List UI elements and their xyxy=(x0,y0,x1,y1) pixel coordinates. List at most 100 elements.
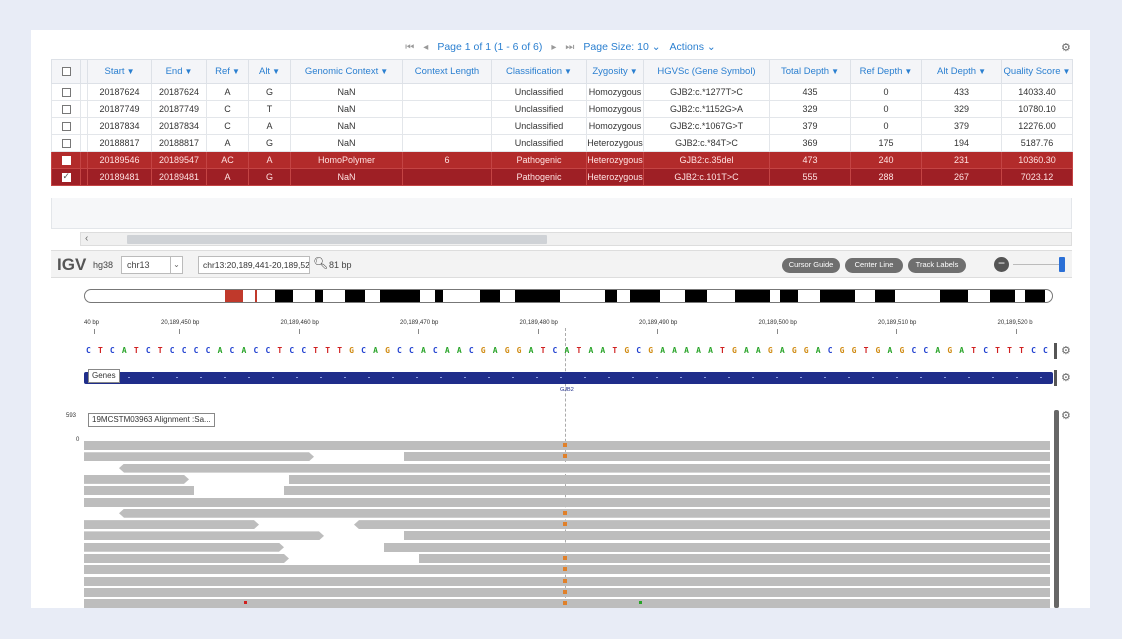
center-line-button[interactable]: Center Line xyxy=(845,258,903,273)
ideogram-band xyxy=(990,290,1015,302)
ruler-tick xyxy=(776,329,778,334)
search-icon[interactable]: 🔍︎ xyxy=(313,256,329,270)
gear-icon[interactable]: ⚙ xyxy=(1061,410,1071,422)
strand-marker xyxy=(536,377,538,378)
row-checkbox-cell[interactable] xyxy=(51,83,81,101)
table-cell: 20187834 xyxy=(87,117,152,135)
row-checkbox-cell[interactable] xyxy=(51,100,81,118)
row-checkbox[interactable] xyxy=(61,139,71,149)
table-row[interactable]: 20188817 20188817 A G NaN Unclassified Heteroz… xyxy=(51,134,1073,152)
aligned-read xyxy=(404,452,1050,462)
gene-name-label: GJB2 xyxy=(560,387,574,393)
gear-icon[interactable]: ⚙ xyxy=(1061,372,1071,384)
track-labels-button[interactable]: Track Labels xyxy=(908,258,966,273)
row-checkbox[interactable] xyxy=(61,105,71,115)
aligned-read xyxy=(384,542,1050,552)
alignment-track[interactable] xyxy=(84,410,1053,608)
gear-icon[interactable]: ⚙ xyxy=(1061,345,1071,357)
table-cell: G xyxy=(248,134,291,152)
scroll-left-icon[interactable]: ‹ xyxy=(85,233,89,244)
actions-menu[interactable]: ⚙ Actions ⌄ xyxy=(670,41,1071,54)
row-checkbox-cell[interactable] xyxy=(51,117,81,135)
table-cell: Pathogenic xyxy=(491,151,587,169)
alignment-scrollbar[interactable] xyxy=(1054,410,1059,608)
col-header-ref-depth[interactable]: Ref Depth ▼ xyxy=(850,59,922,84)
col-header-classification[interactable]: Classification ▼ xyxy=(491,59,587,84)
strand-marker xyxy=(632,377,634,378)
row-checkbox-cell[interactable] xyxy=(51,151,81,169)
zoom-slider-track[interactable] xyxy=(1013,264,1059,265)
scrollbar-thumb[interactable] xyxy=(127,235,547,244)
ideogram-band xyxy=(685,290,707,302)
row-checkbox[interactable] xyxy=(61,122,71,132)
col-header-context-length[interactable]: Context Length xyxy=(402,59,492,84)
table-cell xyxy=(402,83,492,101)
row-checkbox[interactable] xyxy=(61,88,71,98)
table-row[interactable]: 20187749 20187749 C T NaN Unclassified Homozyg… xyxy=(51,100,1073,118)
zoom-slider-thumb[interactable] xyxy=(1059,257,1065,272)
table-row[interactable]: 20189546 20189547 AC A HomoPolymer 6 Pathogeni… xyxy=(51,151,1073,169)
strand-marker xyxy=(224,377,226,378)
col-header-ref[interactable]: Ref ▼ xyxy=(206,59,249,84)
filter-icon: ▼ xyxy=(272,67,280,76)
chromosome-ideogram[interactable] xyxy=(84,289,1053,303)
locus-input[interactable]: chr13:20,189,441-20,189,521 xyxy=(198,256,310,274)
sequence-base: C xyxy=(86,346,91,355)
col-header-total-depth[interactable]: Total Depth ▼ xyxy=(769,59,851,84)
prev-page-button[interactable]: ◂ xyxy=(423,41,429,53)
col-header-genomic-context[interactable]: Genomic Context ▼ xyxy=(290,59,403,84)
horizontal-scrollbar[interactable]: ‹ xyxy=(80,232,1072,246)
gene-track-bar[interactable] xyxy=(84,372,1053,384)
col-header-hgvsc[interactable]: HGVSc (Gene Symbol) xyxy=(643,59,770,84)
table-row[interactable]: 20187624 20187624 A G NaN Unclassified Homozyg… xyxy=(51,83,1073,101)
sequence-base: A xyxy=(708,346,713,355)
col-header-zygosity[interactable]: Zygosity ▼ xyxy=(586,59,644,84)
table-cell: Homozygous xyxy=(586,83,644,101)
variant-base-marker xyxy=(563,510,567,515)
ideogram-band xyxy=(940,290,968,302)
sequence-base: T xyxy=(1007,346,1012,355)
aligned-read xyxy=(404,531,1050,541)
page-size-select[interactable]: Page Size: 10 ⌄ xyxy=(583,41,661,53)
filter-icon: ▼ xyxy=(1062,67,1071,76)
aligned-read xyxy=(84,576,1050,586)
row-checkbox[interactable] xyxy=(61,156,71,166)
sequence-base: A xyxy=(420,346,426,355)
strand-marker xyxy=(1016,377,1018,378)
table-cell: 379 xyxy=(769,117,851,135)
strand-marker xyxy=(176,377,178,378)
col-header-end[interactable]: End ▼ xyxy=(151,59,207,84)
row-checkbox-cell[interactable] xyxy=(51,168,81,186)
row-checkbox-cell[interactable] xyxy=(51,134,81,152)
table-cell: A xyxy=(248,151,291,169)
position-ruler: 40 bp 20,189,450 bp 20,189,460 bp 20,189,47… xyxy=(84,320,1053,338)
strand-marker xyxy=(680,377,682,378)
row-checkbox[interactable] xyxy=(61,171,71,183)
col-header-alt[interactable]: Alt ▼ xyxy=(248,59,291,84)
zoom-out-icon[interactable]: − xyxy=(994,257,1009,272)
first-page-button[interactable]: ⏮ xyxy=(405,41,415,53)
table-row[interactable]: 20187834 20187834 C A NaN Unclassified Homozyg… xyxy=(51,117,1073,135)
table-cell: Pathogenic xyxy=(491,168,587,186)
table-row[interactable]: 2018948120189481AGNaNPathogenicHeterozyg… xyxy=(51,168,1073,186)
col-header-quality-score[interactable]: Quality Score ▼ xyxy=(1001,59,1073,84)
col-header-start[interactable]: Start ▼ xyxy=(87,59,152,84)
select-all-checkbox[interactable] xyxy=(61,66,71,76)
chromosome-select[interactable]: chr13 ⌄ xyxy=(121,256,183,274)
cursor-guide-button[interactable]: Cursor Guide xyxy=(782,258,840,273)
filter-icon: ▼ xyxy=(126,67,135,76)
sequence-base: G xyxy=(624,346,630,355)
sequence-base: C xyxy=(109,346,115,355)
sequence-base: A xyxy=(660,346,666,355)
col-header-alt-depth[interactable]: Alt Depth ▼ xyxy=(921,59,1002,84)
sequence-base: C xyxy=(983,346,989,355)
last-page-button[interactable]: ⏭ xyxy=(565,41,575,53)
next-page-button[interactable]: ▸ xyxy=(551,41,557,53)
sequence-base: C xyxy=(205,346,211,355)
sequence-base: C xyxy=(301,346,307,355)
sequence-base: C xyxy=(636,346,642,355)
select-all-checkbox-cell[interactable] xyxy=(51,59,81,84)
grid-empty-area xyxy=(51,198,1072,229)
strand-marker xyxy=(776,377,778,378)
